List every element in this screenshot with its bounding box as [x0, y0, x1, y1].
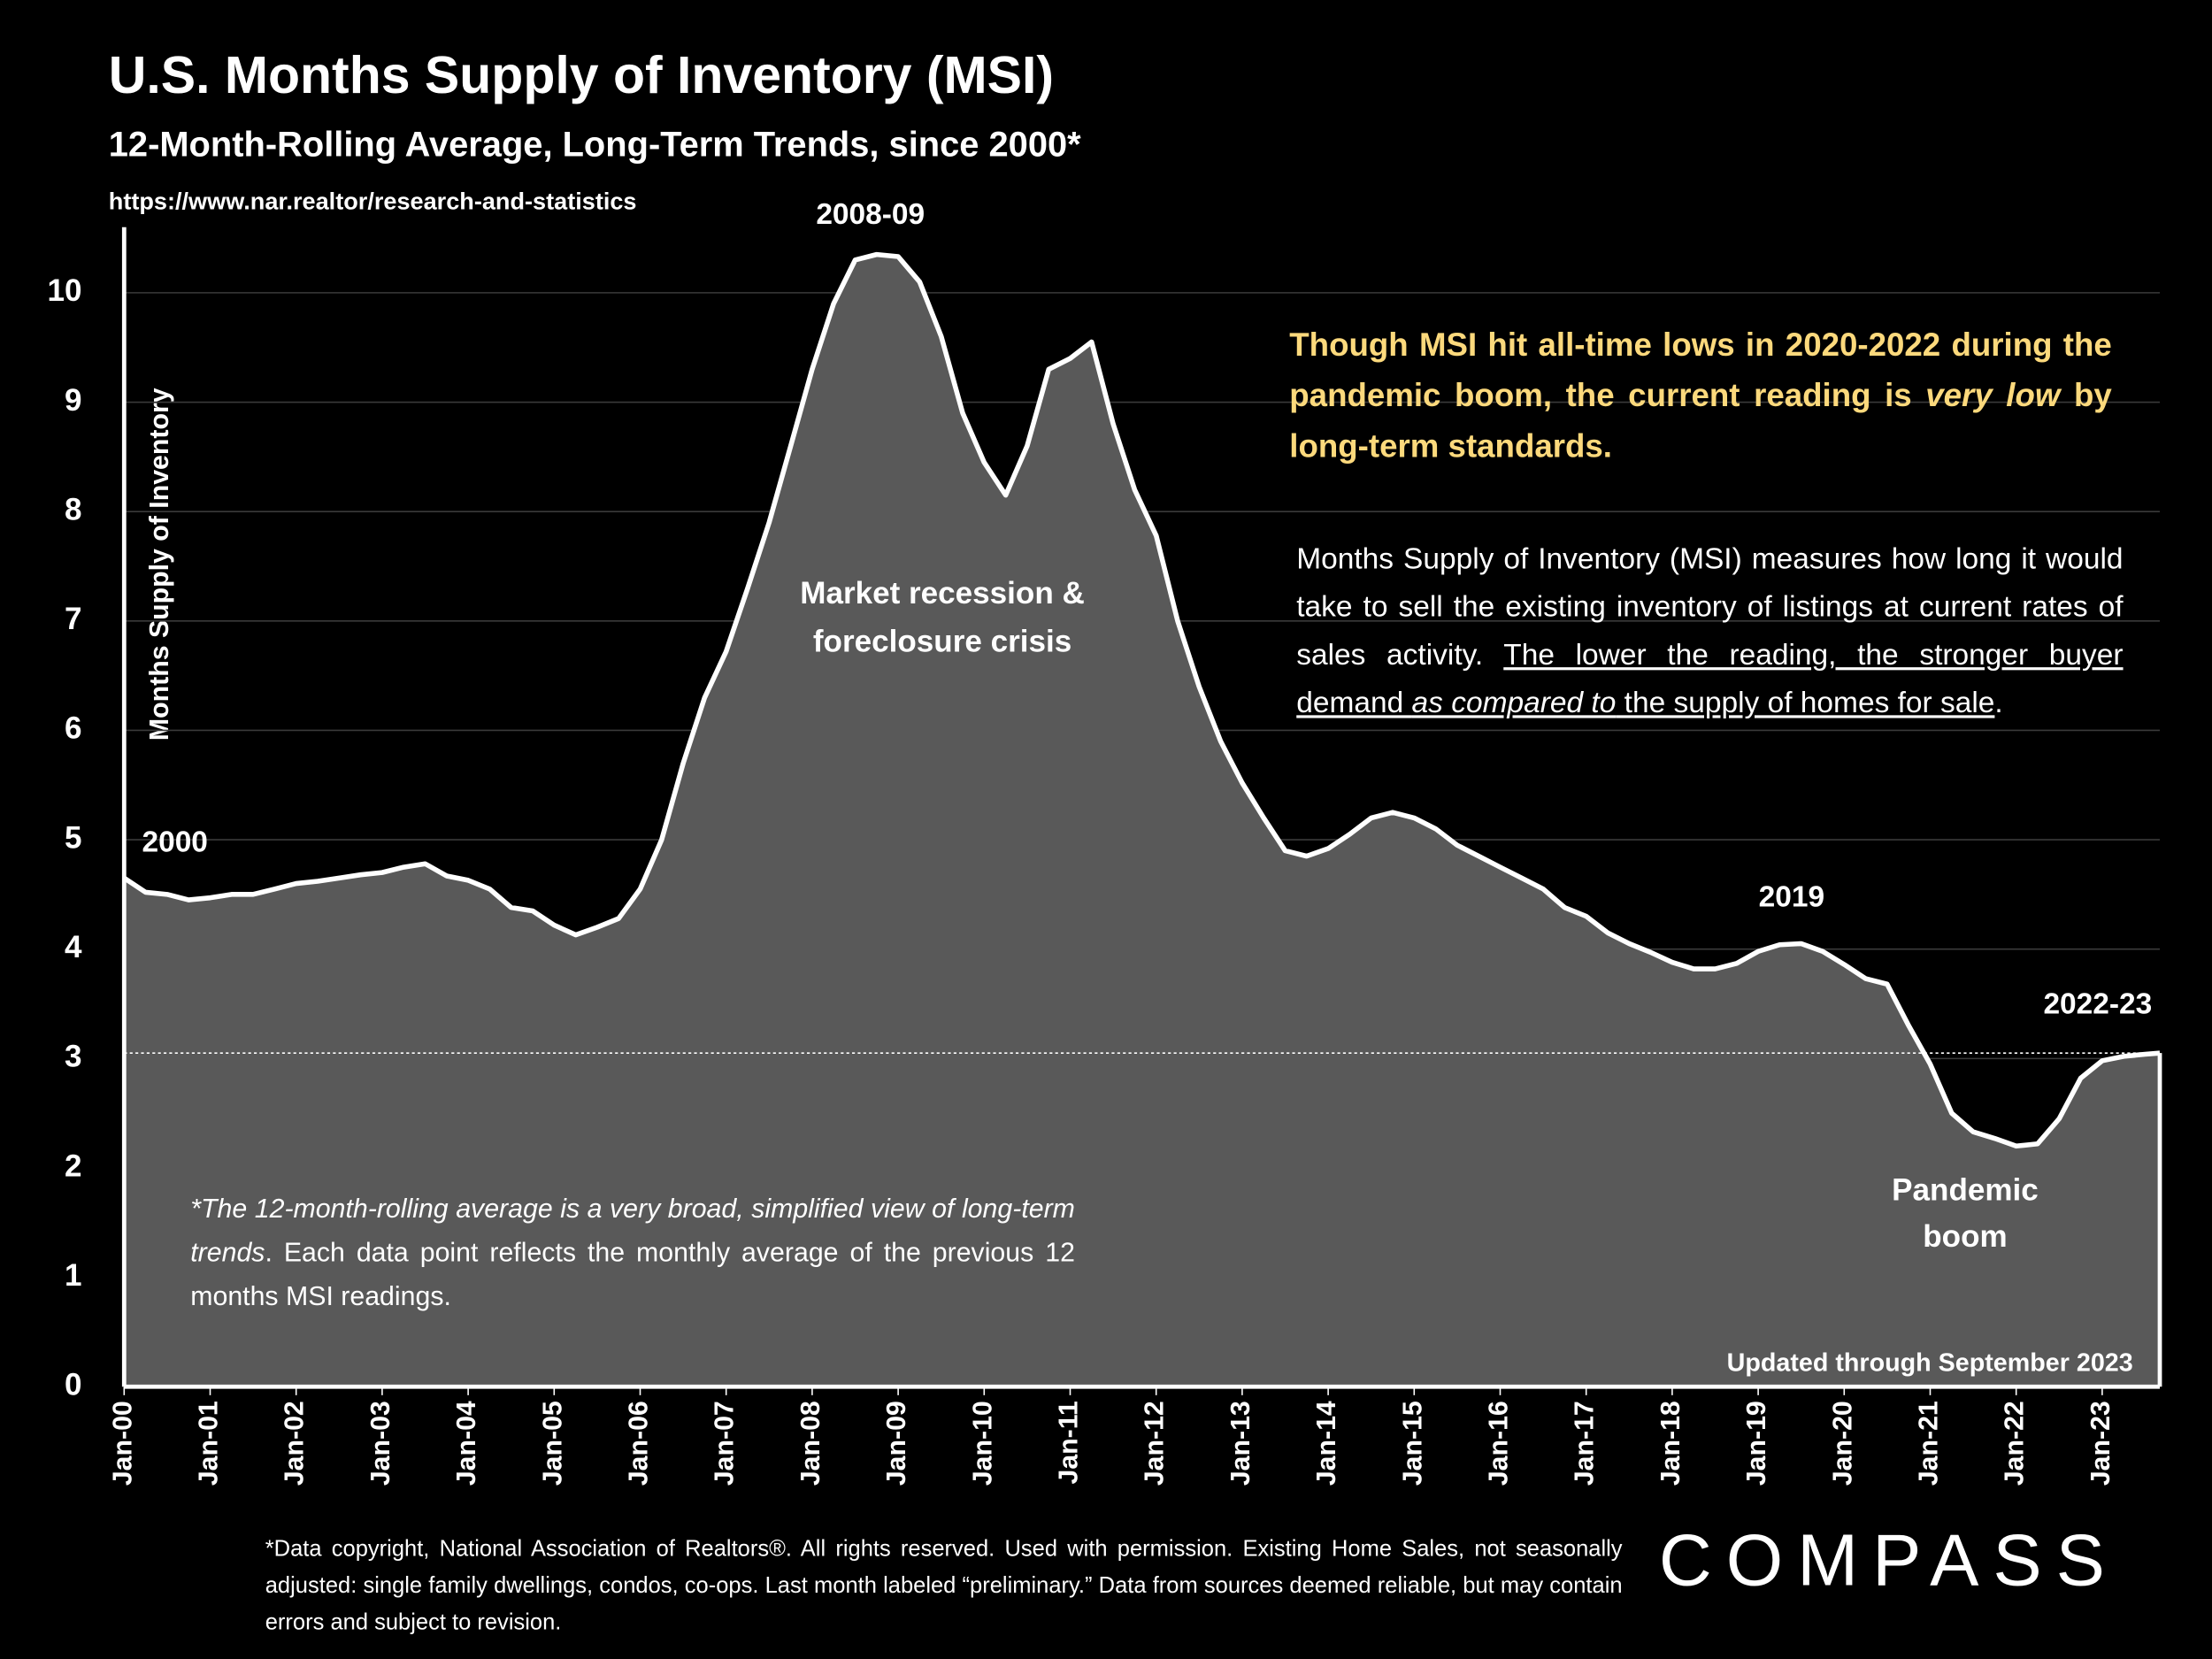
x-tick-label: Jan-01 [195, 1401, 224, 1486]
y-tick-label: 3 [65, 1040, 82, 1074]
x-tick-label: Jan-13 [1226, 1401, 1256, 1486]
logo: COMPASS [1659, 1519, 2119, 1601]
annotation: Updated through September 2023 [1727, 1348, 2133, 1377]
definition-note: Months Supply of Inventory (MSI) measure… [1296, 536, 2123, 728]
area [124, 254, 2161, 1387]
y-tick-label: 9 [65, 383, 82, 418]
y-tick-label: 7 [65, 602, 82, 636]
x-tick-label: Jan-11 [1054, 1401, 1083, 1484]
y-axis-label: Months Supply of Inventory [145, 388, 174, 741]
x-tick-label: Jan-14 [1312, 1401, 1341, 1486]
y-tick-label: 0 [65, 1368, 82, 1402]
x-tick-label: Jan-15 [1398, 1401, 1427, 1486]
annotation: Market recession & [800, 576, 1085, 611]
text: very low [1925, 376, 2061, 414]
y-tick-label: 8 [65, 492, 82, 526]
y-tick-label: 6 [65, 711, 82, 746]
x-tick-label: Jan-07 [710, 1401, 740, 1486]
text: *Data copyright, National Association of… [265, 1537, 1623, 1635]
text: Months Supply of Inventory (MSI) measure… [1296, 542, 2124, 672]
plot: 0 1 2 3 4 5 6 7 8 9 10 Jan-00 Jan-01 Jan-02 Jan-03 Jan-… [47, 198, 2162, 1486]
y-tick-label: 5 [65, 820, 82, 855]
line [122, 251, 2161, 1149]
x-tick-label: Jan-23 [2086, 1401, 2116, 1486]
x-tick-label: Jan-05 [538, 1401, 567, 1486]
annotation: Pandemic [1892, 1173, 2039, 1208]
annotation: 2019 [1759, 880, 1824, 913]
annotation: 2000 [142, 826, 207, 858]
y-tick-label: 2 [65, 1148, 82, 1183]
x-tick-label: Jan-10 [968, 1401, 997, 1486]
annotation: 2022-23 [2043, 988, 2152, 1021]
text: The lower the reading, the stronger buye… [1296, 639, 2124, 720]
text: as compared to [1411, 687, 1617, 720]
text: Though MSI hit all-time lows in 2020-202… [1289, 326, 2112, 414]
text: . [1994, 687, 2003, 720]
highlight-note: Though MSI hit all-time lows in 2020-202… [1289, 319, 2112, 471]
text: the supply of homes for sale [1616, 687, 1995, 720]
footnote: *Data copyright, National Association of… [265, 1532, 1623, 1642]
source: https://www.nar.realtor/research-and-sta… [109, 188, 637, 215]
x-tick-label: Jan-00 [108, 1401, 137, 1486]
x-tick-label: Jan-04 [452, 1401, 481, 1486]
x-tick-label: Jan-03 [366, 1401, 396, 1486]
chart-subtitle: 12-Month-Rolling Average, Long-Term Tren… [109, 125, 1081, 164]
y-tick-label: 4 [65, 930, 82, 964]
text: . Each data point reflects the monthly a… [190, 1238, 1075, 1312]
x-tick-label: Jan-12 [1141, 1401, 1170, 1486]
x-tick-label: Jan-06 [625, 1401, 654, 1486]
x-tick-label: Jan-16 [1484, 1401, 1513, 1486]
y-tick-label: 10 [47, 273, 81, 308]
annotation: foreclosure crisis [813, 624, 1071, 658]
method-note: *The 12-month-rolling average is a very … [190, 1187, 1075, 1318]
x-tick-label: Jan-08 [796, 1401, 826, 1486]
x-tick-label: Jan-20 [1828, 1401, 1857, 1486]
x-tick-label: Jan-09 [882, 1401, 911, 1486]
x-tick-label: Jan-22 [2001, 1401, 2030, 1486]
x-tick-label: Jan-18 [1656, 1401, 1686, 1486]
chart-title: U.S. Months Supply of Inventory (MSI) [109, 46, 1054, 104]
text: by long-term standards. [1289, 376, 2112, 465]
x-tick-label: Jan-19 [1742, 1401, 1771, 1486]
x-tick-label: Jan-21 [1914, 1401, 1943, 1486]
y-tick-label: 1 [65, 1258, 82, 1293]
x-tick-label: Jan-02 [280, 1401, 310, 1486]
annotation: boom [1923, 1219, 2007, 1254]
annotation: 2008-09 [816, 198, 925, 231]
text: *The 12-month-rolling average is a very … [190, 1194, 1075, 1269]
x-tick-label: Jan-17 [1571, 1401, 1600, 1486]
